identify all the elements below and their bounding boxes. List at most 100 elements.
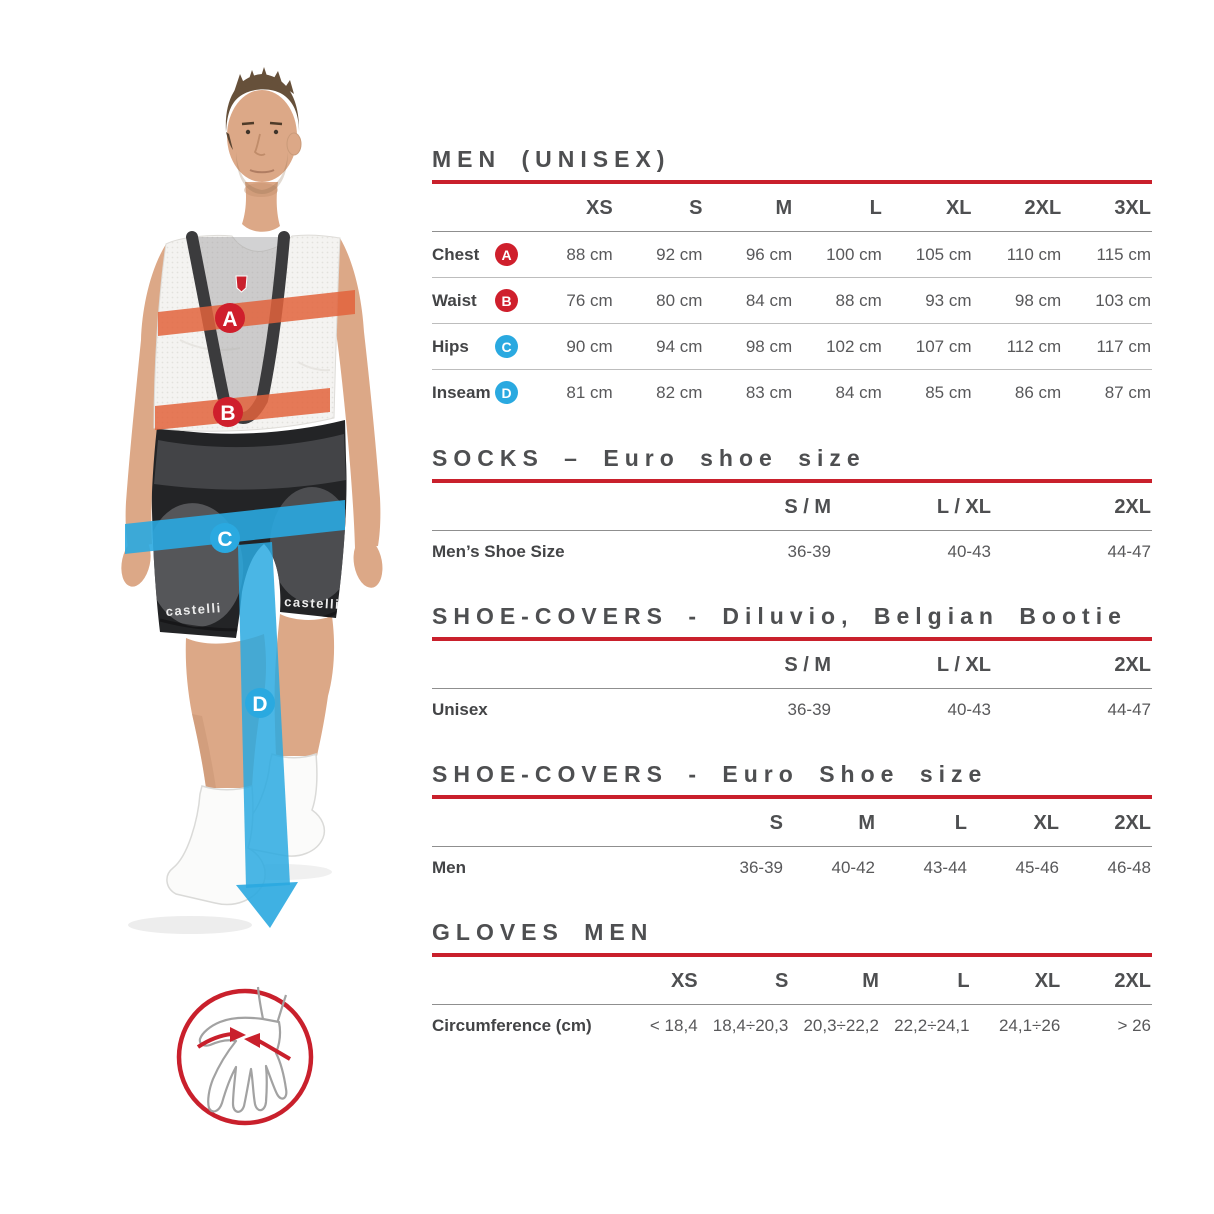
header-row: S / M L / XL 2XL [432,641,1152,689]
marker-c: C [210,523,240,553]
column-header: S [692,799,784,847]
column-header: L [879,957,971,1005]
cell: 112 cm [972,323,1063,370]
header-row: S M L XL 2XL [432,799,1152,847]
red-divider [432,637,1152,641]
row-label: Hips [432,336,469,356]
row-label: Inseam [432,382,491,402]
cell: 87 cm [1104,382,1151,402]
column-header: M [789,957,880,1005]
cell: 36-39 [787,542,831,561]
red-divider [432,795,1152,799]
section-title: SOCKS – Euro shoe size [432,445,866,471]
marker-badge-a: A [495,243,518,266]
section-title: MEN (UNISEX) [432,146,671,172]
section-socks: SOCKS – Euro shoe size S / M L / XL 2XL … [432,445,1152,573]
marker-letter: A [222,308,237,331]
column-header: 2XL [992,483,1152,531]
table-row-inseam: Inseam D 81 cm 82 cm 83 cm 84 cm 85 cm 8… [432,370,1152,416]
column-header: 3XL [1062,184,1152,232]
model-photo: castelli castelli [40,40,440,980]
shoe-covers-diluvio-table: S / M L / XL 2XL Unisex 36-39 40-43 44-4… [432,641,1152,731]
cell: 83 cm [745,382,793,402]
section-title: SHOE-COVERS - Euro Shoe size [432,761,988,787]
cell: 84 cm [835,382,882,402]
column-header: S [613,184,704,232]
row-label: Circumference (cm) [432,1016,592,1035]
size-charts: MEN (UNISEX) XS S M L XL 2XL 3XL [432,146,1152,1047]
cell: 96 cm [703,231,794,278]
column-header: XS [608,957,699,1005]
cell: 45-46 [1015,858,1059,877]
cell: 36-39 [787,700,831,719]
corner-cell [432,641,672,689]
cell: 22,2÷24,1 [894,1016,970,1035]
table-row-mens-shoe-size: Men’s Shoe Size 36-39 40-43 44-47 [432,531,1152,574]
column-header: L [876,799,968,847]
chest-logo-icon [235,275,248,293]
column-header: XL [970,957,1062,1005]
marker-a: A [215,303,245,333]
section-gloves-men: GLOVES MEN XS S M L XL 2XL Circumference… [432,919,1152,1047]
column-header: 2XL [1060,799,1152,847]
cell: 80 cm [613,277,704,324]
castelli-logo-text-right: castelli [284,594,341,612]
cell: < 18,4 [649,1016,698,1035]
section-title: GLOVES MEN [432,919,654,945]
marker-badge-c: C [495,335,518,358]
cell: 81 cm [566,382,613,402]
column-header: L / XL [832,641,992,689]
cell: 94 cm [613,323,704,370]
cell: 92 cm [613,231,704,278]
cell: 44-47 [1107,700,1151,719]
cell: 43-44 [923,858,967,877]
model-illustration: castelli castelli [121,67,383,934]
gloves-men-table: XS S M L XL 2XL Circumference (cm) < 18,… [432,957,1152,1047]
row-label: Waist [432,290,477,310]
red-divider [432,479,1152,483]
section-men-unisex: MEN (UNISEX) XS S M L XL 2XL 3XL [432,146,1152,415]
header-row: XS S M L XL 2XL 3XL [432,184,1152,232]
row-label-cell: Inseam D [432,370,524,416]
red-divider [432,953,1152,957]
head [225,67,302,232]
section-shoe-covers-diluvio: SHOE-COVERS - Diluvio, Belgian Bootie S … [432,603,1152,731]
cell: 76 cm [524,277,614,324]
corner-cell [432,483,672,531]
cell: 105 cm [882,231,973,278]
corner-cell [432,957,608,1005]
cell: 40-43 [947,542,991,561]
shoe-covers-euro-table: S M L XL 2XL Men 36-39 40-42 43-44 45-46… [432,799,1152,889]
table-row-hips: Hips C 90 cm 94 cm 98 cm 102 cm 107 cm 1… [432,323,1152,370]
cell: 117 cm [1062,323,1152,370]
cell: 102 cm [793,323,883,370]
castelli-logo-text: castelli [165,600,222,619]
cell: 100 cm [793,231,883,278]
row-label: Men’s Shoe Size [432,542,565,561]
cell: 103 cm [1062,277,1152,324]
column-header: 2XL [972,184,1063,232]
cell: 90 cm [524,323,614,370]
cell: 84 cm [703,277,794,324]
cell: 107 cm [882,323,973,370]
section-shoe-covers-euro: SHOE-COVERS - Euro Shoe size S M L XL 2X… [432,761,1152,889]
marker-badge-b: B [495,289,518,312]
red-circle-outline [176,988,314,1126]
cell: 85 cm [925,382,972,402]
cell: 44-47 [1107,542,1151,561]
hair [225,74,300,132]
table-row-chest: Chest A 88 cm 92 cm 96 cm 100 cm 105 cm … [432,231,1152,278]
column-header: XL [882,184,973,232]
cell: 88 cm [793,277,883,324]
cell: 82 cm [656,382,703,402]
cell: 86 cm [1014,382,1062,402]
row-label: Men [432,858,466,877]
section-title: SHOE-COVERS - Diluvio, Belgian Bootie [432,603,1127,629]
marker-b: B [213,397,243,427]
row-label-cell: Hips C [432,323,524,370]
table-row-waist: Waist B 76 cm 80 cm 84 cm 88 cm 93 cm 98… [432,277,1152,324]
cell: 40-42 [831,858,875,877]
marker-d: D [245,688,275,718]
table-row-men: Men 36-39 40-42 43-44 45-46 46-48 [432,847,1152,890]
